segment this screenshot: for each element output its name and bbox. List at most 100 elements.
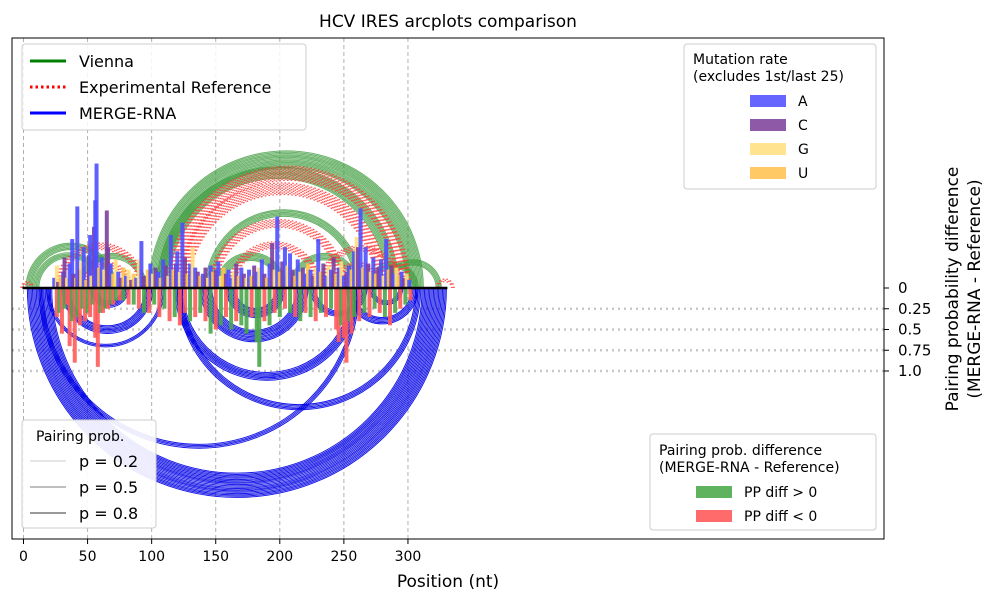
mutation-bar-G [136,259,141,288]
pp-diff-bar-negative [388,288,393,326]
mutation-bar-U [171,269,176,288]
reference-arc [317,245,404,289]
mutation-bar-U [211,271,216,288]
pp-diff-bar-positive [382,288,387,318]
mutation-bar-C [262,273,267,288]
pp-diff-bar-positive [141,288,146,313]
mutation-bar-G [54,265,59,288]
mutation-bar-A [316,239,321,288]
merge-arc [39,287,435,486]
mutation-bar-G [368,271,373,288]
pp-diff-bar-negative [177,288,182,326]
mutation-bar-A [88,234,93,288]
mutation-bar-C [389,265,394,288]
mutation-bar-A [99,257,104,288]
pp-diff-bar-negative [349,288,354,334]
mutation-bar-U [334,273,339,288]
merge-arc [176,287,422,410]
pp-diff-bar-positive [80,288,85,309]
pp-diff-bar-negative [203,288,208,322]
pp-diff-bar-negative [111,288,116,305]
vienna-arc [152,154,421,289]
pp-diff-bar-negative [282,288,287,309]
pp-diff-bar-positive [372,288,377,309]
pp-diff-bar-negative [126,288,131,305]
reference-arc [176,182,389,289]
mutation-bar-C [195,271,200,288]
reference-arc [181,187,383,289]
mutation-bar-G [177,271,182,288]
mutation-bar-A [352,251,357,288]
reference-arc [175,174,403,289]
vienna-arc [148,150,424,289]
mutation-bar-C [300,267,305,288]
mutation-bar-U [361,267,366,288]
mutation-bar-A [70,239,75,288]
merge-arc [35,287,438,489]
mutation-bar-U [198,275,203,288]
mutation-bar-A [200,273,205,288]
mutation-bar-C [163,265,168,288]
pp-diff-bar-negative [398,288,403,309]
mutation-bar-U [97,267,102,288]
pp-diff-bar-negative [147,288,152,313]
pp-diff-bar-negative [293,288,298,318]
mutation-bar-U [121,267,126,288]
mutation-bar-G [65,277,70,288]
mutation-bar-C [331,257,336,288]
pp-diff-bar-negative [341,288,346,338]
legend-reference-label: Experimental Reference [79,78,271,97]
vienna-arc [165,175,391,289]
vienna-arc [162,172,394,289]
mutation-bar-A [323,275,328,288]
pp-diff-bar-positive [229,288,234,330]
pp-diff-bar-negative [367,288,372,318]
mutation-bar-G [313,267,318,288]
reference-arc [171,171,407,289]
pp-diff-bar-negative [136,288,141,309]
mutation-bar-A [216,261,221,288]
reference-arc [183,188,382,289]
pp-diff-bar-positive [288,288,293,313]
pp-diff-bar-negative [77,288,82,326]
mutation-bar-A [247,269,252,288]
mutation-bar-U [158,277,163,288]
pp-diff-bar-positive [347,288,352,322]
mutation-bar-A [384,239,389,288]
mutation-bar-A [124,275,129,288]
legend-ppdiff-pos-label: PP diff > 0 [744,485,817,501]
mutation-bar-U [58,275,63,288]
reference-arc [436,279,454,289]
merge-arc [28,287,446,497]
mutation-bar-U [221,267,226,288]
merge-arc [30,287,444,495]
reference-arc [60,247,141,289]
mutation-bar-C [213,269,218,288]
pp-diff-bar-positive [339,288,344,326]
pp-diff-bar-positive [403,288,408,305]
reference-arc [54,242,146,289]
mutation-bar-A [148,263,153,288]
pp-diff-bar-positive [208,288,213,334]
mutation-bar-A [358,208,363,288]
pp-diff-bar-negative [249,288,254,318]
right-axis-label-line-1: Pairing probability difference [943,167,963,412]
merge-arc [31,287,442,493]
pp-diff-bar-negative [323,288,328,318]
mutation-bar-A [75,206,80,288]
reference-arc [231,245,318,289]
reference-arc [209,220,346,289]
pp-diff-bar-positive [254,288,259,342]
mutation-bar-C [252,265,257,288]
x-tick-label: 100 [138,549,165,565]
pp-diff-bar-negative [95,288,100,367]
reference-arc [180,179,398,289]
pp-diff-bar-positive [108,288,113,305]
pp-diff-bar-positive [57,288,62,313]
legend-p02-label: p = 0.2 [79,452,138,471]
pp-diff-bar-negative [377,288,382,313]
pp-diff-bar-negative [193,288,198,318]
mutation-bar-C [290,269,295,288]
mutation-bar-C [376,267,381,288]
right-axis-label: Pairing probability difference (MERGE-RN… [943,167,985,412]
